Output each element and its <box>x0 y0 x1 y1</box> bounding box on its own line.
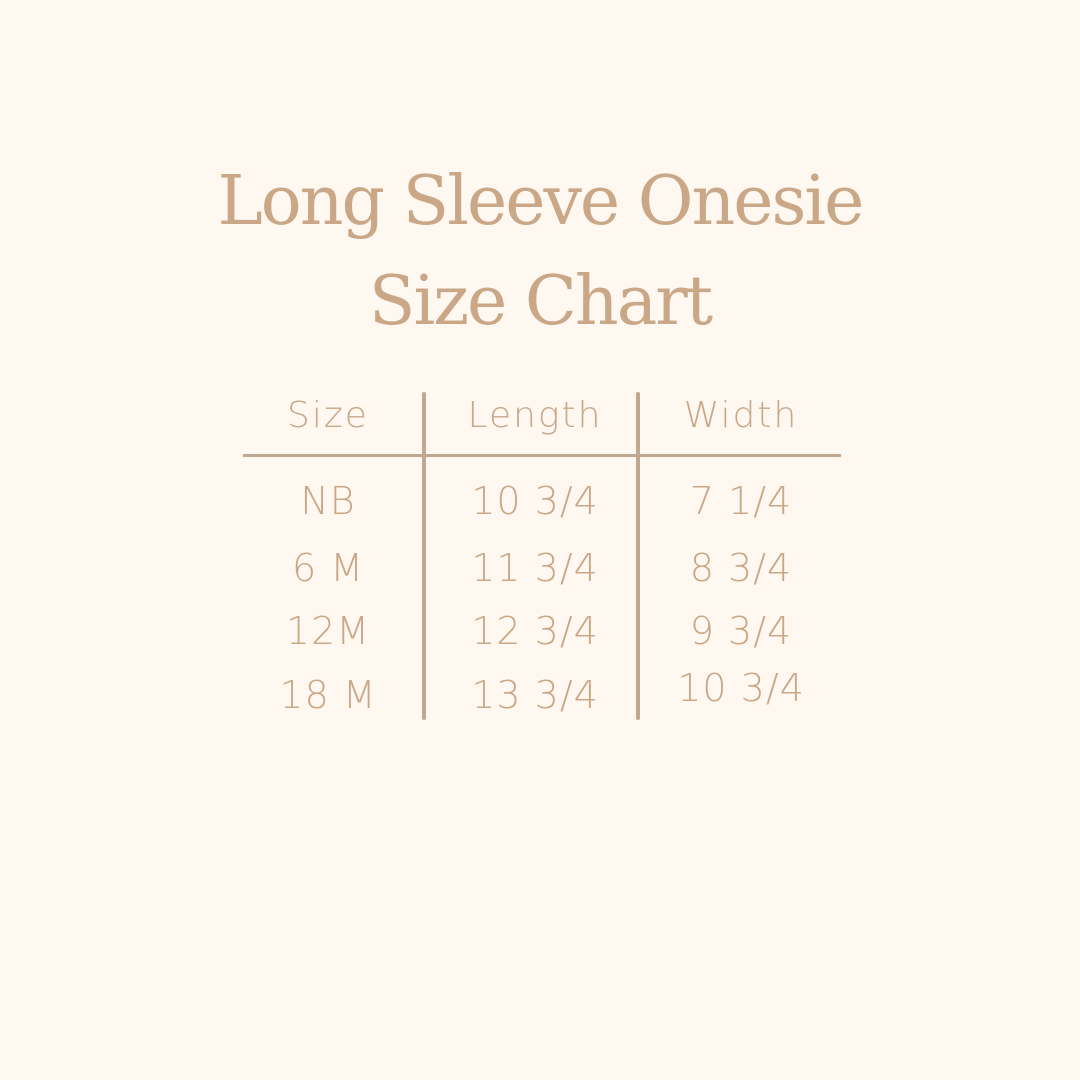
cell-width: 8 3/4 <box>689 546 793 590</box>
cell-size: 12M <box>285 609 371 653</box>
header-divider <box>243 454 841 457</box>
cell-width: 9 3/4 <box>689 609 793 653</box>
cell-length: 13 3/4 <box>471 673 599 717</box>
cell-length: 10 3/4 <box>471 479 599 523</box>
header-width: Width <box>683 395 799 436</box>
cell-length: 11 3/4 <box>471 546 599 590</box>
cell-width: 7 1/4 <box>689 479 793 523</box>
column-divider <box>422 392 426 720</box>
title-line-1: Long Sleeve Onesie <box>217 162 865 241</box>
cell-size: NB <box>300 479 356 523</box>
title-line-2: Size Chart <box>368 262 713 341</box>
cell-size: 18 M <box>279 673 377 717</box>
header-length: Length <box>467 395 603 436</box>
cell-size: 6 M <box>291 546 365 590</box>
cell-length: 12 3/4 <box>471 609 599 653</box>
cell-width: 10 3/4 <box>677 666 805 710</box>
header-size: Size <box>287 395 369 436</box>
column-divider <box>636 392 640 720</box>
